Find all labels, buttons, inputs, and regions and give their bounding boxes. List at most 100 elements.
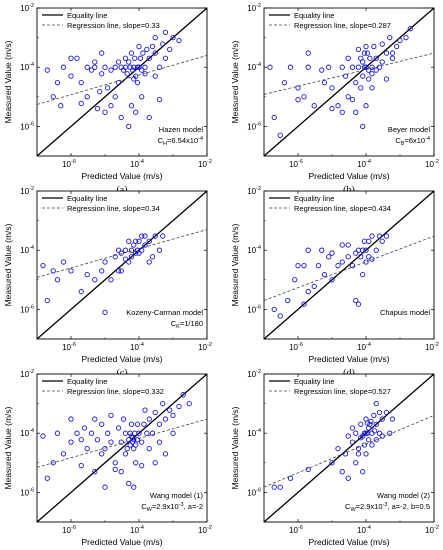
data-point [355, 451, 362, 457]
data-point [287, 64, 294, 70]
data-point [376, 233, 383, 239]
data-point [92, 277, 98, 283]
y-tick-label: 10-6 [247, 121, 261, 131]
data-point [102, 446, 108, 452]
data-point [124, 446, 130, 452]
data-point [383, 233, 390, 239]
data-point [112, 254, 118, 260]
y-tick-label: 10-2 [20, 186, 34, 196]
x-tick-label: 10-2 [198, 159, 212, 169]
data-point [311, 283, 317, 290]
data-point [373, 437, 379, 443]
data-point [363, 259, 369, 265]
data-point [361, 64, 368, 70]
x-tick-label: 10-4 [357, 159, 371, 169]
data-point [152, 233, 158, 239]
panel-label: (a) [116, 185, 127, 196]
x-tick-label: 10-2 [425, 525, 439, 535]
data-point [387, 430, 393, 436]
panel-label: (b) [343, 185, 355, 196]
data-point [139, 439, 145, 445]
data-point [126, 238, 132, 244]
data-point [383, 409, 390, 416]
data-point [139, 463, 145, 469]
data-point [345, 254, 351, 260]
data-point [345, 94, 351, 100]
data-point [305, 50, 311, 56]
x-axis-label: Predicted Value (m/s) [81, 354, 162, 364]
data-point [97, 88, 103, 95]
legend-equality-label: Equality line [294, 11, 334, 20]
data-point [383, 76, 390, 82]
data-point [99, 268, 105, 274]
x-tick-label: 10-2 [198, 525, 212, 535]
data-point [167, 407, 173, 413]
data-point [128, 421, 135, 427]
data-point [88, 430, 95, 436]
legend-regression-label: Regression line, slope=0.332 [67, 387, 164, 396]
data-point [367, 55, 373, 61]
data-point [360, 73, 366, 79]
data-point [364, 420, 371, 426]
data-point [112, 64, 118, 70]
data-point [134, 421, 141, 427]
data-point [50, 94, 56, 100]
data-point [115, 247, 122, 253]
data-point [84, 446, 90, 452]
data-point [120, 416, 127, 422]
data-point [160, 41, 166, 47]
data-point [94, 105, 101, 112]
data-point [108, 277, 114, 283]
data-point [329, 460, 335, 466]
model-coefficient: CW=2.9x10-3, a=-2, b=0.5 [345, 502, 430, 513]
data-point [295, 97, 301, 103]
data-point [373, 400, 379, 407]
data-point [353, 109, 359, 115]
data-point [321, 80, 328, 86]
data-point [355, 46, 362, 53]
data-point [54, 430, 61, 436]
data-point [112, 466, 118, 473]
x-axis-label: Predicted Value (m/s) [81, 537, 162, 547]
panel-label: (c) [116, 368, 127, 379]
data-point [349, 425, 356, 431]
data-point [369, 71, 375, 77]
data-point [403, 34, 409, 41]
regression-line [37, 229, 207, 278]
data-point [339, 469, 345, 475]
y-tick-label: 10-2 [20, 3, 34, 13]
data-point [358, 254, 364, 260]
y-axis-label: Measured Value (m/s) [3, 223, 13, 306]
data-point [60, 64, 67, 70]
data-point [373, 55, 379, 61]
x-tick-label: 10-6 [289, 525, 303, 535]
data-point [134, 80, 141, 86]
x-tick-label: 10-2 [425, 342, 439, 352]
data-point [144, 430, 150, 436]
model-name: Beyer model [388, 125, 430, 134]
data-point [360, 271, 366, 278]
data-point [115, 80, 122, 86]
x-tick-label: 10-4 [130, 525, 144, 535]
data-point [133, 109, 139, 115]
data-point [366, 67, 372, 73]
data-point [371, 412, 377, 419]
data-point [142, 71, 148, 77]
data-point [136, 430, 142, 436]
legend-regression-label: Regression line, slope=0.33 [67, 21, 160, 30]
data-point [389, 50, 396, 56]
data-point [131, 484, 137, 490]
y-tick-label: 10-2 [247, 3, 261, 13]
model-coefficient: CH=6.54x10-4 [158, 136, 203, 147]
data-point [355, 64, 362, 70]
data-point [92, 64, 98, 70]
panel-label: (d) [343, 368, 355, 379]
data-point [326, 254, 332, 260]
panel-3: 10-6 10-4 10-2 10-2 10-4 10-6 Predicted Value … [3, 186, 212, 379]
data-point [366, 76, 372, 82]
x-tick-label: 10-6 [62, 342, 76, 352]
data-point [152, 409, 158, 416]
y-tick-label: 10-4 [20, 428, 34, 438]
data-point [81, 425, 88, 431]
